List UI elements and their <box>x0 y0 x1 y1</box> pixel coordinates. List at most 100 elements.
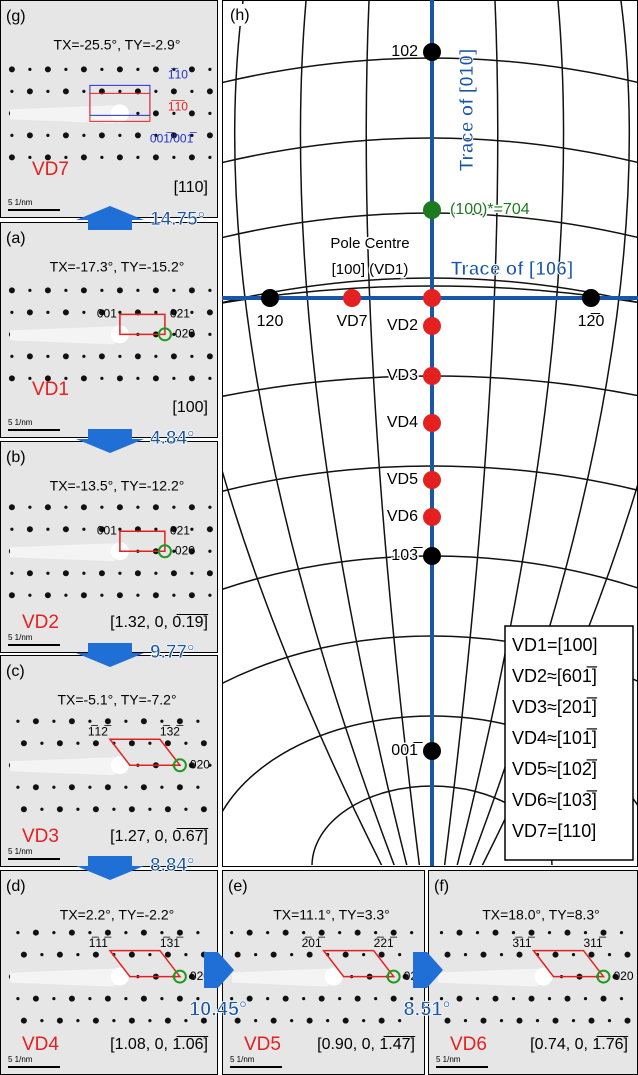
spot <box>589 952 595 958</box>
pole <box>343 289 361 307</box>
scale-label: 5 1/nm <box>8 633 33 642</box>
spot <box>64 506 67 509</box>
panel-id: (b) <box>6 449 26 466</box>
spot <box>338 997 341 1000</box>
panel-id: (c) <box>6 663 25 680</box>
spot <box>76 808 79 811</box>
spot <box>529 996 535 1002</box>
spot <box>165 952 171 958</box>
vd-label: VD3 <box>22 826 59 847</box>
spot <box>343 952 349 958</box>
spot <box>28 594 31 597</box>
spot <box>76 1019 79 1022</box>
spot <box>64 594 67 597</box>
spot <box>117 287 123 293</box>
panel: (c)TX=-5.1°, TY=-7.2°1̅12̅1̅32̅020VD3[1.… <box>1 656 218 867</box>
spot <box>536 1019 539 1022</box>
panel-id: (e) <box>228 878 248 895</box>
pole <box>423 367 441 385</box>
spot-label: 001 <box>97 306 117 320</box>
spot <box>160 720 163 723</box>
spot <box>208 68 211 71</box>
spot <box>10 311 13 314</box>
spot <box>63 88 69 94</box>
spot <box>165 740 171 746</box>
vd-label: VD2 <box>22 612 59 633</box>
spot <box>374 931 377 934</box>
trace-label: Trace of [010] <box>457 49 478 172</box>
panel: (d)TX=2.2°, TY=-2.2°1̅11̅1̅31̅020VD4[1.0… <box>1 871 218 1075</box>
spot <box>33 784 39 790</box>
spot <box>464 953 467 956</box>
spot <box>190 355 193 358</box>
spot-label: 001 <box>97 523 117 537</box>
spot <box>153 154 159 160</box>
spot <box>93 952 99 958</box>
spot <box>136 156 139 159</box>
panel-id: (g) <box>6 8 26 25</box>
spot <box>343 1018 349 1024</box>
spot <box>266 931 269 934</box>
spot <box>172 377 175 380</box>
spot <box>177 996 183 1002</box>
spot <box>81 375 87 381</box>
spot <box>201 806 207 812</box>
spot <box>493 996 499 1002</box>
spot <box>118 311 121 314</box>
spot <box>565 996 571 1002</box>
tilt: TX=11.1°, TY=3.3° <box>273 907 390 923</box>
spot <box>16 997 19 1000</box>
spot <box>154 528 157 531</box>
spot <box>45 504 51 510</box>
spot <box>57 1018 63 1024</box>
spot <box>21 1018 27 1024</box>
pole <box>423 201 441 219</box>
spot <box>81 504 87 510</box>
spot <box>136 377 139 380</box>
spot <box>153 287 159 293</box>
spot <box>16 931 19 934</box>
legend-entry: VD7=[110] <box>512 821 596 841</box>
spot <box>21 806 27 812</box>
spot-label: 020 <box>614 969 634 983</box>
vd-label: VD6 <box>450 1034 487 1055</box>
spot <box>57 740 63 746</box>
pole-label: VD3 <box>387 367 418 384</box>
spot <box>153 110 159 116</box>
spot <box>184 1019 187 1022</box>
spot <box>201 740 207 746</box>
spot <box>153 66 159 72</box>
zone-axis: [110] <box>174 179 208 196</box>
spot-label: 1̅10 <box>168 68 188 82</box>
spot <box>391 930 397 936</box>
spot <box>141 784 147 790</box>
spot <box>27 88 33 94</box>
pole-centre: Pole Centre <box>330 235 409 252</box>
spot <box>40 1019 43 1022</box>
spot <box>184 742 187 745</box>
spot <box>620 931 623 934</box>
spot <box>124 720 127 723</box>
spot <box>10 90 13 93</box>
spot <box>82 355 85 358</box>
spot <box>118 355 121 358</box>
spot <box>207 132 213 138</box>
pole-label: VD5 <box>387 471 418 488</box>
spot <box>165 1018 171 1024</box>
spot <box>33 930 39 936</box>
legend-entry: VD6≈[103̅] <box>512 790 598 810</box>
spot <box>63 309 69 315</box>
spot <box>52 720 55 723</box>
spot <box>16 720 19 723</box>
pole-label: VD7 <box>336 313 367 330</box>
spot <box>512 931 515 934</box>
spot <box>117 504 123 510</box>
spot <box>207 88 213 94</box>
spot <box>230 931 233 934</box>
spot <box>184 808 187 811</box>
spot <box>27 570 33 576</box>
spot-label: 020 <box>175 543 195 557</box>
spot <box>129 806 135 812</box>
spot <box>189 504 195 510</box>
spot <box>40 808 43 811</box>
